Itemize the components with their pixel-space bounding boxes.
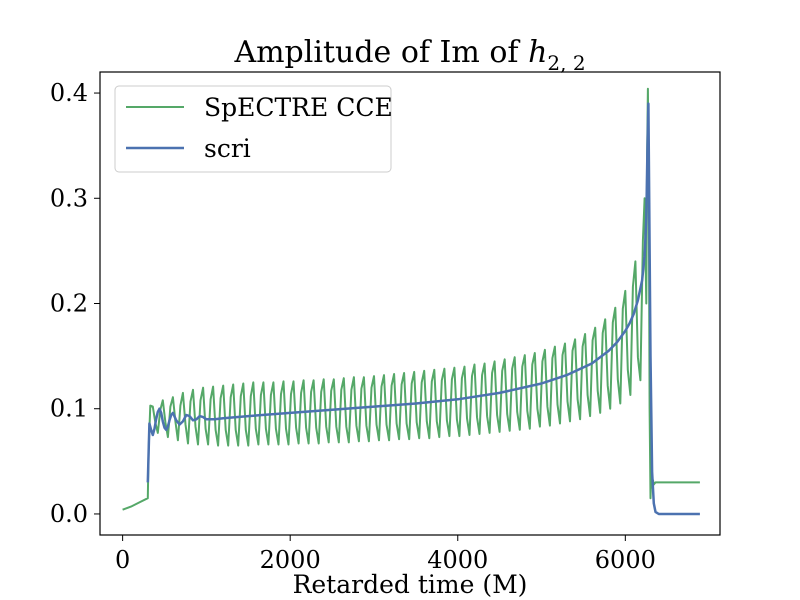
legend-label-scri: scri (204, 134, 251, 163)
x-tick-label: 2000 (260, 546, 321, 574)
y-tick-label: 0.1 (50, 395, 88, 423)
chart-title: Amplitude of Im of h2, 2 (233, 35, 585, 75)
chart-title-subscript: 2, 2 (547, 51, 585, 75)
axes: 0 2000 4000 6000 0.0 0.1 0.2 0.3 0.4 (50, 79, 656, 574)
y-tick-label: 0.2 (50, 290, 88, 318)
series-line-scri (146, 102, 700, 516)
chart-title-main: Amplitude of Im of (233, 35, 528, 70)
y-tick-label: 0.0 (50, 500, 88, 528)
x-tick-label: 4000 (427, 546, 488, 574)
y-tick-label: 0.4 (50, 79, 88, 107)
plot-frame (99, 71, 721, 536)
y-tick-label: 0.3 (50, 184, 88, 212)
series-line-spectre-cce (122, 87, 700, 511)
x-tick-label: 0 (115, 546, 130, 574)
chart-title-symbol: h (528, 35, 547, 70)
x-axis-label: Retarded time (M) (293, 570, 528, 599)
legend: SpECTRE CCE scri (114, 85, 393, 173)
x-tick-label: 6000 (595, 546, 656, 574)
legend-label-spectre-cce: SpECTRE CCE (204, 93, 393, 122)
plot-area (122, 87, 700, 516)
